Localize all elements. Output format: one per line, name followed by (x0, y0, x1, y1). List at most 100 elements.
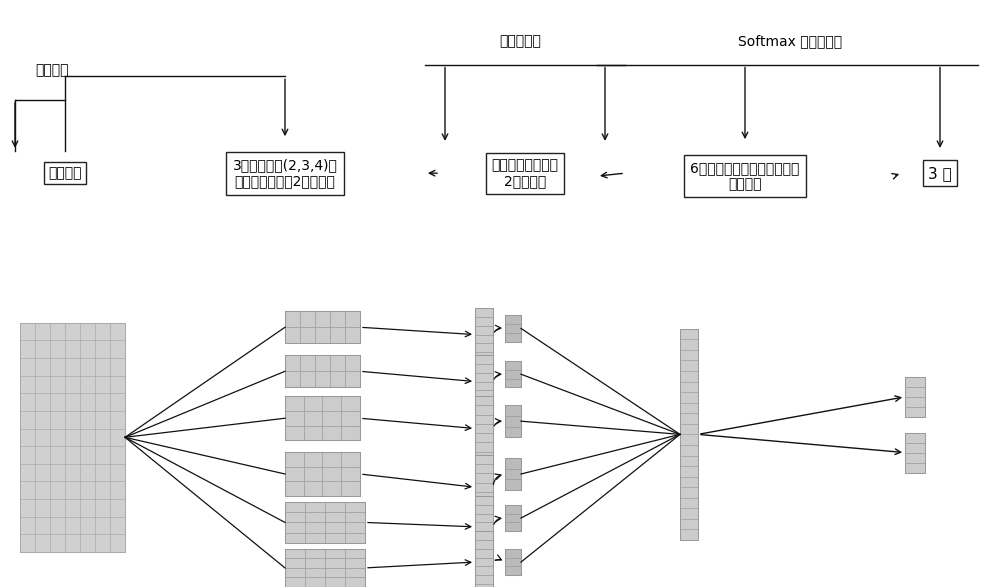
Bar (905, 433, 925, 473)
Bar (475, 455, 493, 464)
Bar (330, 328, 345, 343)
Bar (345, 502, 365, 512)
Bar (110, 393, 125, 411)
Bar (35, 446, 50, 464)
Bar (475, 355, 493, 408)
Bar (80, 411, 95, 429)
Bar (680, 434, 698, 445)
Bar (305, 533, 325, 543)
Bar (475, 373, 493, 382)
Bar (680, 445, 698, 456)
Bar (300, 311, 315, 328)
Bar (65, 323, 80, 340)
Bar (475, 390, 493, 399)
Bar (80, 534, 95, 552)
Bar (300, 328, 315, 343)
Bar (905, 397, 925, 407)
Bar (475, 352, 493, 361)
Bar (95, 429, 110, 446)
Bar (285, 355, 360, 387)
Bar (285, 328, 300, 343)
Bar (505, 549, 521, 575)
Bar (110, 376, 125, 393)
Bar (20, 481, 35, 499)
Bar (475, 483, 493, 492)
Bar (475, 335, 493, 343)
Bar (505, 468, 521, 480)
Bar (680, 519, 698, 529)
Bar (325, 578, 345, 587)
Bar (505, 405, 521, 416)
Bar (322, 452, 341, 467)
Bar (80, 464, 95, 481)
Bar (110, 517, 125, 534)
Bar (680, 329, 698, 540)
Bar (110, 446, 125, 464)
Bar (95, 323, 110, 340)
Bar (80, 499, 95, 517)
Bar (95, 411, 110, 429)
Bar (315, 355, 330, 371)
Bar (680, 403, 698, 413)
Bar (50, 446, 65, 464)
Bar (285, 512, 305, 522)
Bar (905, 377, 925, 417)
Bar (110, 411, 125, 429)
Bar (341, 396, 360, 411)
Bar (305, 558, 325, 568)
Bar (475, 531, 493, 540)
Bar (680, 371, 698, 382)
Bar (475, 584, 493, 587)
Bar (680, 477, 698, 487)
Bar (341, 452, 360, 467)
Bar (505, 505, 521, 531)
Bar (65, 534, 80, 552)
Bar (285, 502, 365, 543)
Bar (475, 540, 493, 549)
Bar (95, 446, 110, 464)
Bar (50, 499, 65, 517)
Bar (35, 323, 50, 340)
Bar (285, 502, 305, 512)
Bar (285, 371, 300, 387)
Bar (50, 323, 65, 340)
Bar (50, 393, 65, 411)
Bar (905, 407, 925, 417)
Bar (341, 467, 360, 481)
Bar (65, 376, 80, 393)
Bar (345, 558, 365, 568)
Bar (475, 531, 493, 587)
Bar (505, 558, 521, 566)
Bar (475, 558, 493, 566)
Text: Softmax 函数正则化: Softmax 函数正则化 (738, 34, 842, 48)
Bar (341, 481, 360, 496)
Bar (475, 510, 493, 519)
Bar (322, 426, 341, 440)
Bar (80, 429, 95, 446)
Bar (95, 534, 110, 552)
Text: 3 类: 3 类 (928, 166, 952, 181)
Bar (505, 370, 521, 379)
Bar (345, 549, 365, 558)
Bar (475, 522, 493, 531)
Bar (35, 340, 50, 358)
Bar (325, 502, 345, 512)
Bar (475, 406, 493, 414)
Bar (325, 558, 345, 568)
Bar (50, 340, 65, 358)
Bar (305, 568, 325, 578)
Bar (304, 481, 322, 496)
Bar (65, 358, 80, 376)
Bar (305, 522, 325, 533)
Bar (50, 464, 65, 481)
Bar (475, 308, 493, 361)
Bar (680, 413, 698, 424)
Bar (505, 315, 521, 342)
Bar (680, 339, 698, 350)
Bar (80, 393, 95, 411)
Bar (285, 481, 304, 496)
Bar (20, 393, 35, 411)
Bar (680, 466, 698, 477)
Bar (505, 361, 521, 387)
Bar (505, 505, 521, 514)
